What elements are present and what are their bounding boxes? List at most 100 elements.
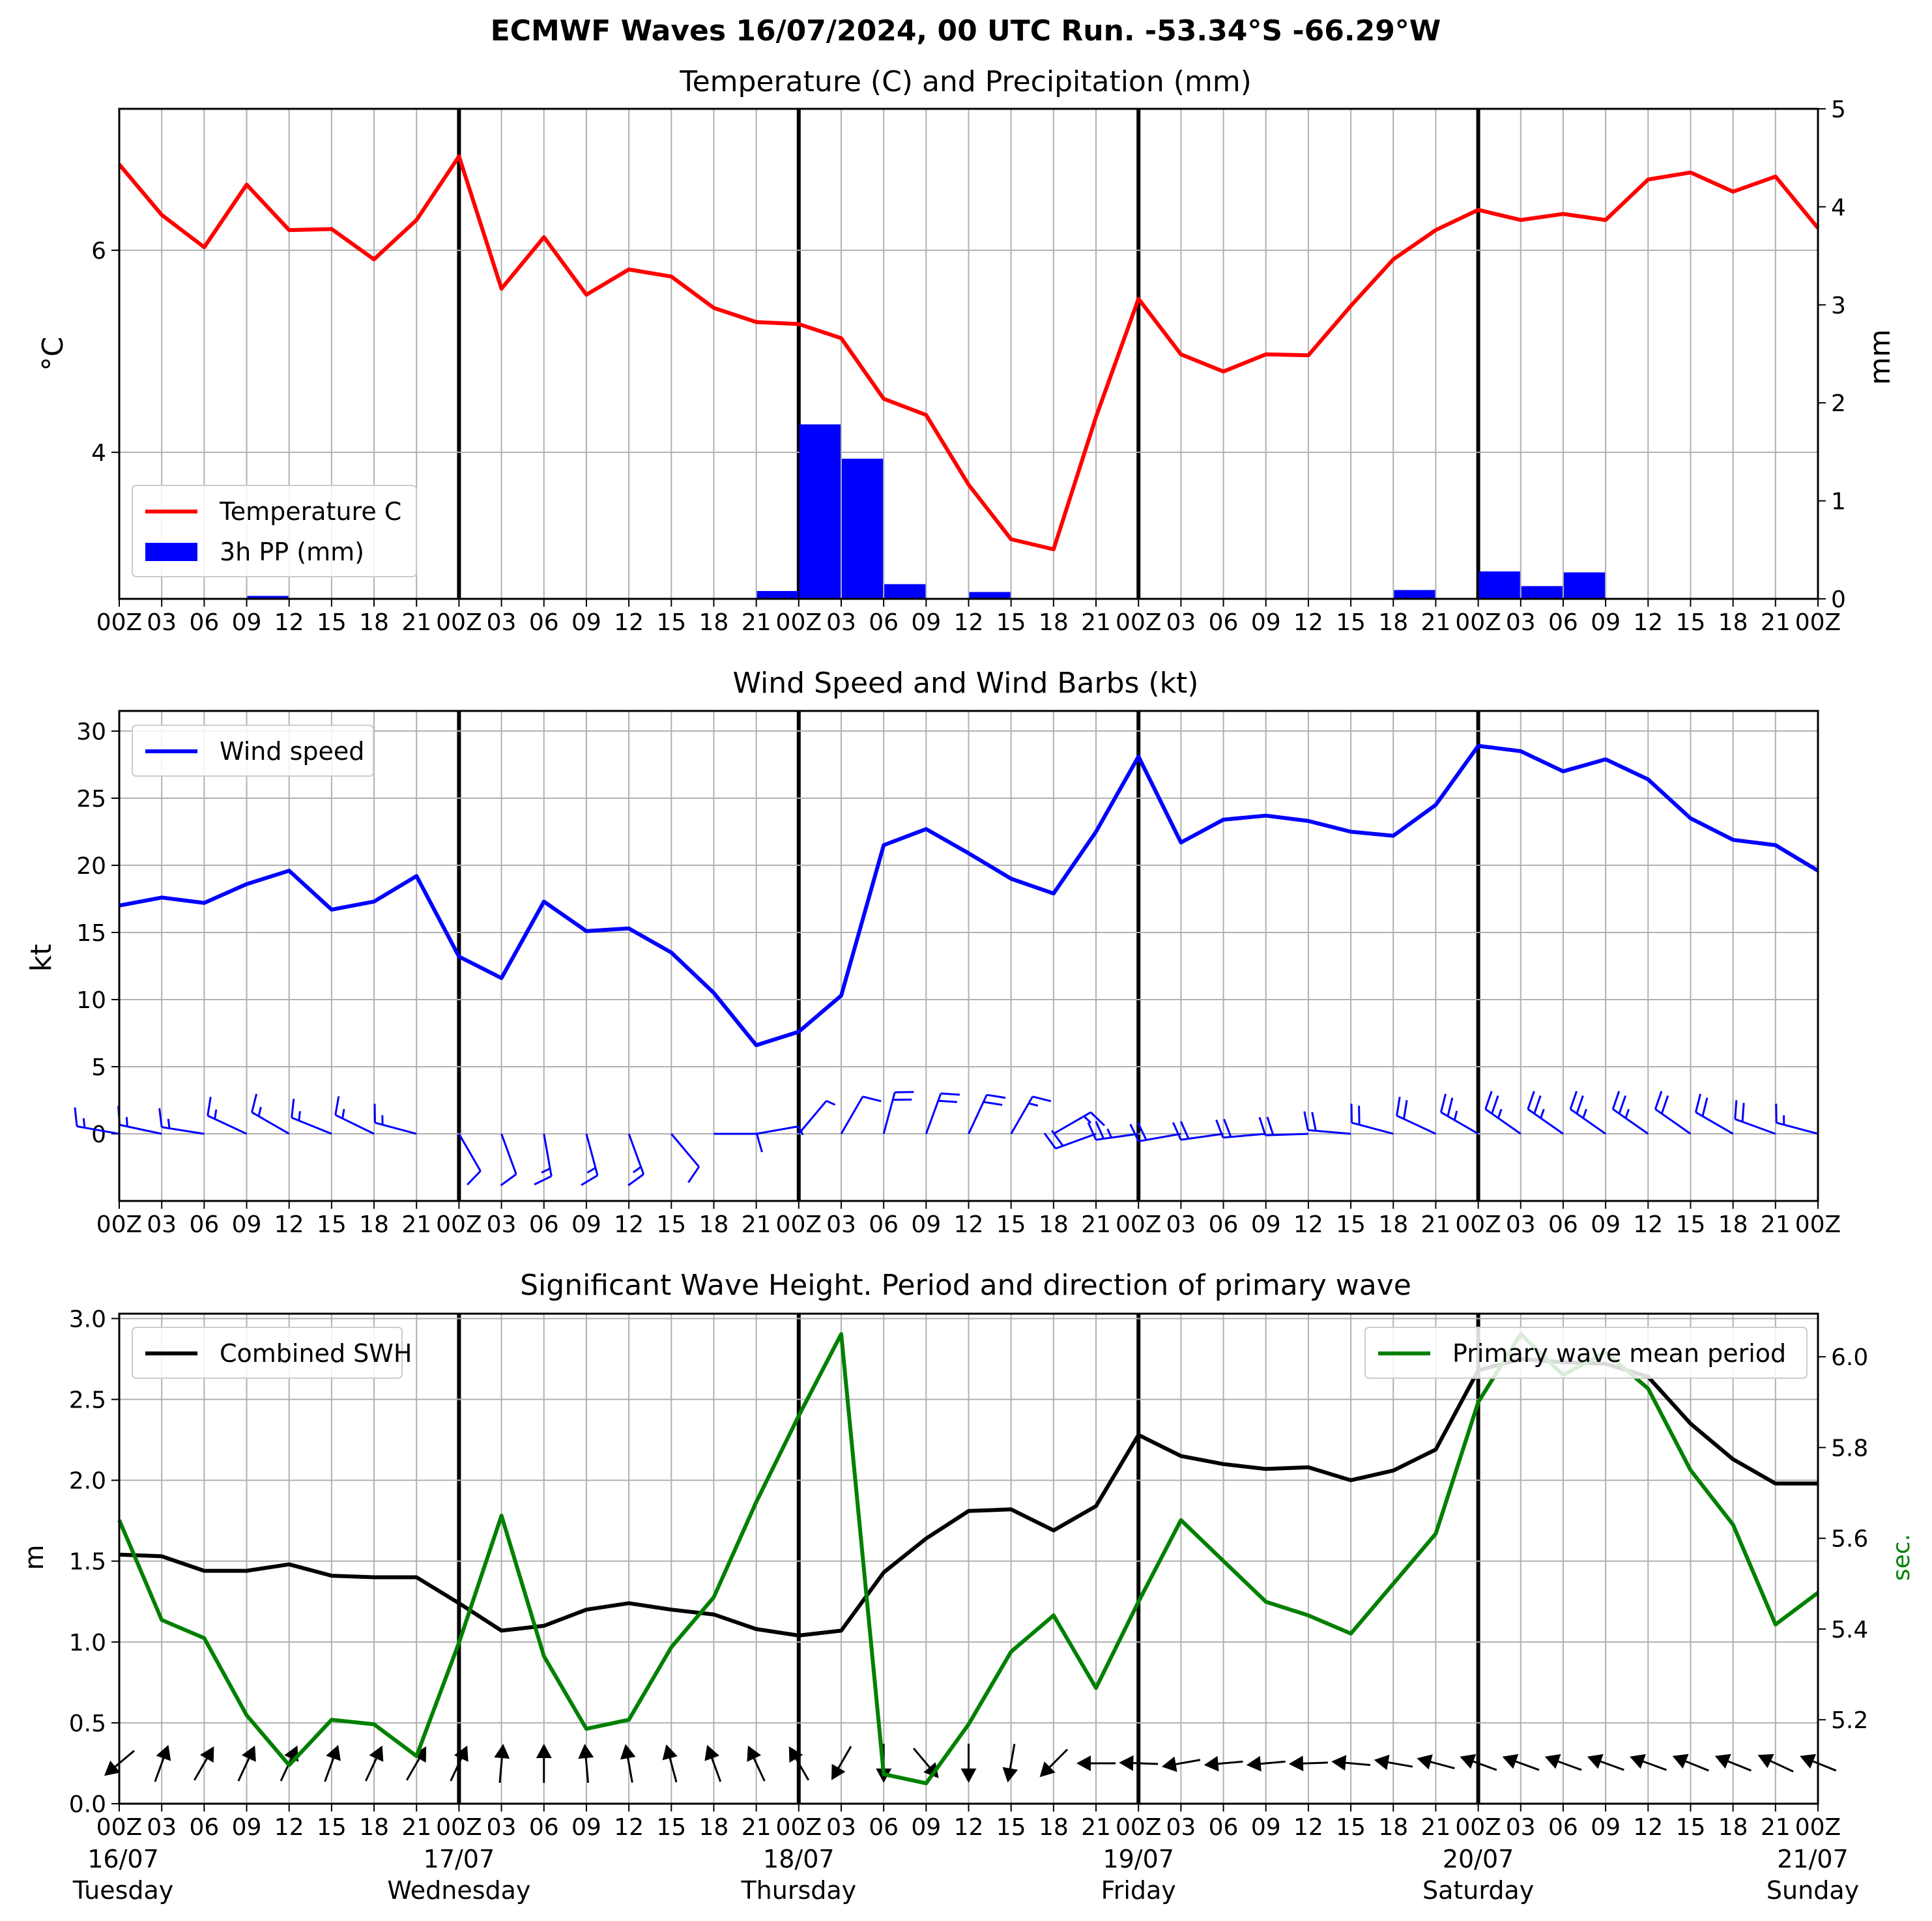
wind-barb xyxy=(158,1108,205,1135)
precip-bar xyxy=(1521,586,1563,599)
precip-bar xyxy=(757,590,798,599)
wind-barb xyxy=(1053,1111,1105,1135)
legend-label: Wind speed xyxy=(220,737,364,766)
day-name-label: Sunday xyxy=(1766,1876,1859,1905)
x-tick-label: 21 xyxy=(401,1211,431,1238)
wave-arrow-head xyxy=(1757,1754,1774,1769)
wind-barb-feather xyxy=(125,1117,128,1127)
x-tick-label: 21 xyxy=(1421,1211,1451,1238)
wind-barb-feather xyxy=(987,1093,1006,1099)
wave-direction-arrow xyxy=(1374,1754,1413,1770)
wave-arrow-head xyxy=(1460,1754,1477,1769)
x-tick-label: 00Z xyxy=(1455,1211,1501,1238)
wave-direction-arrow xyxy=(194,1746,214,1781)
axes-border xyxy=(118,108,1819,600)
x-tick-label: 00Z xyxy=(1795,1211,1841,1238)
temperature-precip-panel: 00Z 03 06 09 12 15 18 21 00Z 03 06 09 12 15 18 21 00Z 03 0… xyxy=(91,96,1846,636)
day-date-label: 20/07 xyxy=(1443,1845,1514,1873)
wind-barb-feather xyxy=(687,1166,700,1183)
x-tick-label: 15 xyxy=(1336,609,1366,636)
wave-arrow-head xyxy=(1288,1755,1304,1772)
wind-barb-feather xyxy=(1179,1121,1190,1140)
x-tick-label: 15 xyxy=(996,1814,1026,1841)
wave-arrow-head xyxy=(1246,1755,1262,1772)
wave-arrow-head xyxy=(454,1745,469,1762)
wind-barb-feather xyxy=(627,1173,644,1187)
x-tick-label: 15 xyxy=(656,609,686,636)
x-tick-label: 21 xyxy=(1761,1211,1791,1238)
x-tick-label: 12 xyxy=(1293,1211,1323,1238)
x-tick-label: 18 xyxy=(1039,609,1069,636)
x-tick-label: 06 xyxy=(529,609,559,636)
wave-direction-arrow xyxy=(1076,1755,1116,1771)
x-tick-label: 06 xyxy=(1209,609,1239,636)
legend-label: Primary wave mean period xyxy=(1452,1339,1786,1368)
wave-direction-arrow xyxy=(1672,1754,1709,1772)
wave-arrow-head xyxy=(960,1769,977,1783)
swh-axis-tick-label: 2.0 xyxy=(69,1468,106,1495)
wind-barb-feather xyxy=(1540,1108,1545,1119)
panel1-ylabel-right: mm xyxy=(1864,329,1897,385)
wind-barb xyxy=(798,1100,836,1134)
x-tick-label: 21 xyxy=(401,609,431,636)
day-name-label: Tuesday xyxy=(72,1876,174,1905)
wave-direction-arrow xyxy=(450,1745,469,1782)
x-tick-label: 09 xyxy=(232,609,262,636)
precip-axis-tick-label: 5 xyxy=(1831,96,1846,123)
x-tick-label: 15 xyxy=(1336,1211,1366,1238)
x-tick-label: 12 xyxy=(614,1814,644,1841)
x-tick-label: 03 xyxy=(1166,609,1196,636)
figure-suptitle: ECMWF Waves 16/07/2024, 00 UTC Run. -53.… xyxy=(491,14,1441,48)
wind-barb-feather xyxy=(541,1167,551,1174)
x-tick-label: 15 xyxy=(317,609,347,636)
wind-barb-staff xyxy=(840,1096,864,1134)
wave-direction-arrow xyxy=(1544,1754,1582,1771)
x-tick-label: 03 xyxy=(826,1211,856,1238)
wind-barb xyxy=(1611,1091,1649,1135)
x-tick-label: 21 xyxy=(1081,1814,1111,1841)
wind-barb xyxy=(627,1133,645,1187)
wave-direction-arrow xyxy=(405,1746,427,1781)
wave-arrow-head xyxy=(326,1744,341,1761)
wind-barb xyxy=(458,1133,482,1186)
wave-arrow-head xyxy=(1331,1755,1347,1771)
precip-bar xyxy=(1478,571,1520,599)
x-tick-label: 18 xyxy=(1378,609,1408,636)
wind-barb-feather xyxy=(257,1106,262,1117)
wave-direction-arrow xyxy=(1204,1755,1243,1772)
wind-barb-feather xyxy=(1734,1100,1738,1119)
precip-bar xyxy=(1394,590,1435,599)
wave-direction-arrow xyxy=(1119,1755,1159,1771)
legend-label: Temperature C xyxy=(219,497,401,526)
wave-arrow-head xyxy=(200,1746,214,1763)
x-tick-label: 12 xyxy=(1633,1211,1663,1238)
wind-barb xyxy=(581,1133,599,1186)
temperature-line xyxy=(117,154,1820,551)
wind-barb-feather xyxy=(1660,1095,1669,1114)
wind-barb-feather xyxy=(1215,1119,1224,1138)
wind-barb xyxy=(251,1093,290,1135)
wave-direction-arrow xyxy=(365,1745,384,1782)
x-tick-label: 12 xyxy=(614,1211,644,1238)
x-tick-label: 15 xyxy=(317,1814,347,1841)
wind-barb-feather xyxy=(74,1107,78,1127)
wind-barb xyxy=(882,1091,914,1134)
x-tick-label: 12 xyxy=(1293,1814,1323,1841)
x-tick-label: 12 xyxy=(1293,609,1323,636)
wind-barb-feather xyxy=(1223,1118,1232,1138)
temp-axis-tick-label: 6 xyxy=(91,238,106,265)
x-tick-label: 21 xyxy=(742,609,771,636)
period-axis-tick-label: 5.8 xyxy=(1831,1435,1868,1462)
x-tick-label: 09 xyxy=(1591,609,1621,636)
wave-direction-arrow xyxy=(494,1744,510,1783)
x-tick-label: 03 xyxy=(1166,1814,1196,1841)
wind-barb-feather xyxy=(581,1174,598,1186)
wave-direction-arrow xyxy=(578,1744,594,1783)
wave-arrow-head xyxy=(1800,1754,1817,1769)
wind-barb-feather xyxy=(1032,1095,1052,1103)
x-tick-label: 03 xyxy=(147,1814,177,1841)
wind-barb-feather xyxy=(1129,1123,1140,1142)
x-tick-label: 09 xyxy=(571,1211,601,1238)
wave-direction-arrow xyxy=(1714,1754,1752,1772)
wind-barb-feather xyxy=(1172,1121,1182,1140)
